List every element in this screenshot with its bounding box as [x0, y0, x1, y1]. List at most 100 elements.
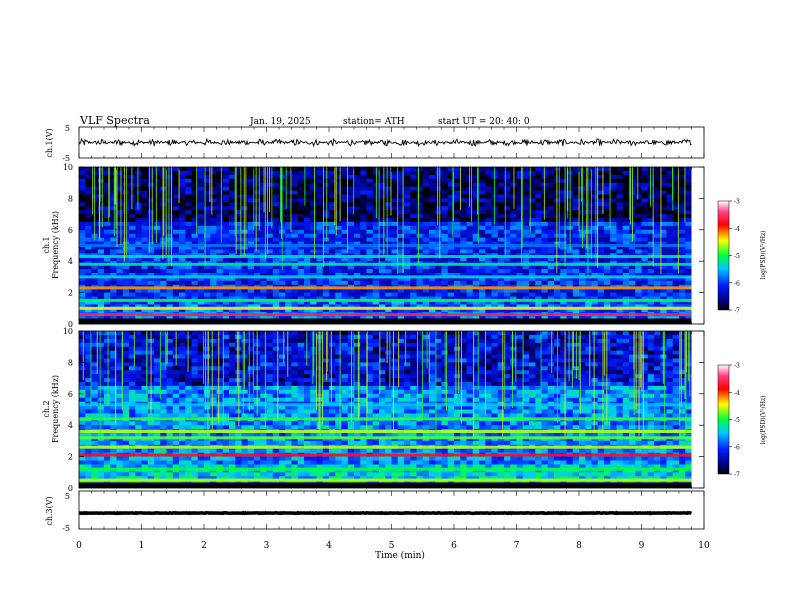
spectrogram-cell — [210, 300, 217, 305]
spectrogram-cell — [441, 245, 449, 250]
spectrogram-spike — [220, 167, 222, 242]
spectrogram-cell — [141, 409, 149, 414]
spectrogram-cell — [129, 288, 136, 294]
spectrogram-cell — [366, 167, 374, 172]
spectrogram-cell — [210, 304, 217, 309]
spectrogram-cell — [604, 214, 611, 219]
spectrogram-cell — [591, 182, 599, 188]
spectrogram-cell — [204, 190, 211, 195]
spectrogram-cell — [166, 334, 174, 340]
spectrogram-cell — [572, 194, 580, 199]
spectrogram-cell — [654, 316, 661, 321]
spectrogram-cell — [185, 221, 192, 227]
spectrogram-cell — [104, 350, 111, 355]
spectrogram-cell — [679, 194, 686, 199]
spectrogram-cell — [172, 304, 180, 309]
spectrogram-cell — [366, 272, 374, 278]
spectrogram-cell — [560, 316, 567, 321]
spectrogram-cell — [104, 397, 111, 403]
spectrogram-cell — [291, 280, 299, 286]
spectrogram-cell — [360, 280, 367, 286]
spectrogram-cell — [210, 346, 217, 352]
spectrogram-cell — [172, 249, 180, 254]
spectrogram-cell — [304, 225, 311, 231]
spectrogram-cell — [354, 296, 361, 301]
spectrogram-cell — [310, 182, 317, 188]
spectrogram-cell — [97, 433, 105, 438]
spectrogram-cell — [179, 374, 186, 379]
spectrogram-cell — [685, 170, 692, 176]
spectrogram-spike — [578, 167, 580, 232]
spectrogram-cell — [604, 186, 611, 191]
spectrogram-cell — [160, 269, 167, 274]
spectrogram-cell — [310, 167, 317, 172]
spectrogram-cell — [554, 174, 561, 180]
spectrogram-cell — [422, 269, 430, 274]
spectrogram-cell — [366, 206, 374, 211]
spectrogram-cell — [572, 214, 580, 219]
spectrogram-spike — [471, 167, 472, 222]
spectrogram-cell — [197, 214, 205, 219]
spectrogram-cell — [410, 174, 417, 180]
spectrogram-cell — [147, 198, 155, 203]
spectrogram-cell — [185, 241, 192, 246]
spectrogram-cell — [422, 182, 430, 188]
spectrogram-cell — [685, 241, 692, 246]
spectrogram-cell — [272, 225, 280, 231]
spectrogram-cell — [141, 202, 149, 207]
spectrogram-cell — [685, 288, 692, 294]
spectrogram-cell — [116, 413, 124, 418]
spectrogram-cell — [141, 460, 149, 465]
spectrogram-cell — [541, 249, 549, 254]
spectrogram-cell — [291, 245, 299, 250]
spectrogram-cell — [260, 218, 267, 223]
spectrogram-cell — [122, 382, 130, 387]
spectrogram-cell — [116, 350, 124, 355]
spectrogram-cell — [135, 366, 142, 371]
spectrogram-cell — [391, 225, 399, 231]
spectrogram-cell — [197, 316, 205, 321]
spectrogram-cell — [416, 194, 424, 199]
spectrogram-cell — [297, 229, 305, 235]
spectrogram-cell — [222, 186, 230, 191]
spectrogram-cell — [547, 296, 555, 301]
spectrogram-cell — [191, 440, 199, 446]
spectrogram-cell — [447, 218, 455, 223]
spectrogram-cell — [672, 249, 680, 254]
spectrogram-cell — [379, 174, 386, 180]
spectrogram-cell — [410, 210, 417, 215]
spectrogram-band — [79, 313, 692, 317]
spectrogram-cell — [416, 218, 424, 223]
spectrogram-band — [79, 262, 692, 266]
spectrogram-cell — [310, 233, 317, 239]
spectrogram-cell — [254, 292, 261, 297]
spectrogram-cell — [435, 170, 442, 176]
spectrogram-cell — [622, 296, 630, 301]
spectrogram-cell — [85, 182, 92, 188]
spectrogram-spike — [304, 167, 306, 206]
spectrogram-cell — [397, 241, 405, 246]
spectrogram-cell — [647, 182, 655, 188]
spectrogram-cell — [416, 304, 424, 309]
spectrogram-cell — [329, 249, 336, 254]
spectrogram-cell — [541, 206, 549, 211]
spectrogram-cell — [166, 460, 174, 465]
spectrogram-cell — [541, 272, 549, 278]
spectrogram-cell — [197, 265, 205, 270]
spectrogram-cell — [685, 182, 692, 188]
spectrogram-cell — [541, 178, 549, 184]
spectrogram-cell — [660, 229, 667, 235]
spectrogram-cell — [472, 241, 480, 246]
spectrogram-cell — [416, 276, 424, 282]
spectrogram-cell — [179, 202, 186, 207]
spectrogram-cell — [297, 202, 305, 207]
spectrogram-cell — [510, 296, 517, 301]
spectrogram-cell — [135, 472, 142, 477]
spectrogram-cell — [585, 245, 592, 250]
spectrogram-cell — [516, 186, 524, 191]
spectrogram-cell — [85, 346, 92, 352]
spectrogram-cell — [166, 354, 174, 359]
spectrogram-cell — [410, 276, 417, 282]
spectrogram-cell — [429, 229, 436, 235]
spectrogram-cell — [635, 221, 642, 227]
